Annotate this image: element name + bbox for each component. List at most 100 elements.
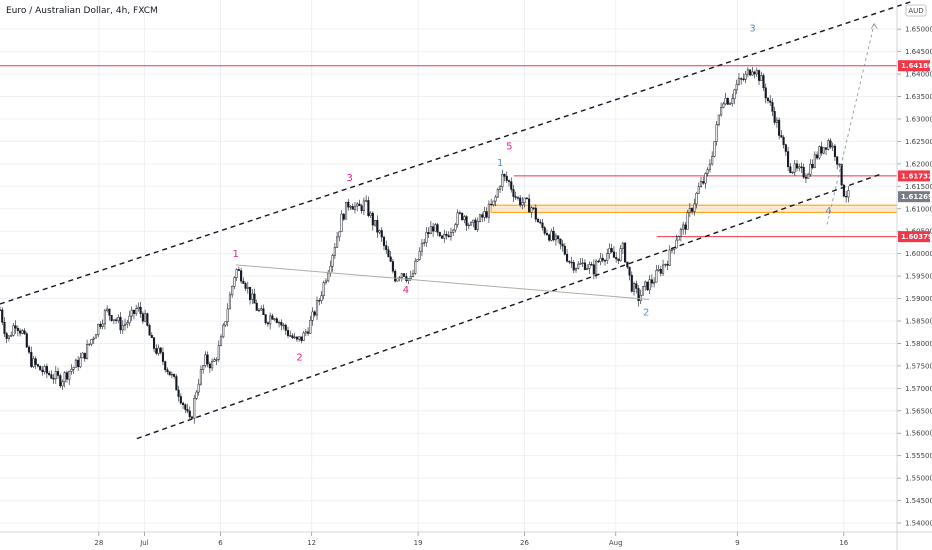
candle bbox=[713, 141, 716, 158]
candle bbox=[150, 332, 153, 339]
candle bbox=[197, 378, 200, 396]
candle bbox=[485, 207, 488, 219]
candle bbox=[184, 403, 187, 414]
candle bbox=[173, 373, 176, 379]
candle bbox=[226, 303, 229, 327]
candle bbox=[449, 227, 453, 241]
candle bbox=[684, 222, 687, 235]
projection-line bbox=[826, 23, 875, 225]
candle bbox=[838, 163, 841, 168]
candle bbox=[534, 204, 537, 223]
candle bbox=[711, 151, 714, 166]
candle bbox=[581, 258, 584, 267]
candle bbox=[530, 206, 533, 218]
y-tick-label: 1.60000 bbox=[905, 250, 932, 258]
candle bbox=[541, 218, 544, 231]
candle bbox=[490, 198, 493, 206]
candle bbox=[624, 241, 627, 263]
candle bbox=[557, 235, 560, 244]
candle bbox=[434, 223, 437, 232]
candle bbox=[494, 195, 497, 207]
candle bbox=[135, 304, 138, 316]
candle bbox=[746, 67, 749, 78]
candle bbox=[666, 260, 669, 271]
candle bbox=[353, 202, 357, 214]
candle bbox=[807, 172, 810, 179]
price-badge-text: 1.60379 bbox=[901, 233, 932, 241]
wave-label: 5 bbox=[506, 141, 512, 152]
candle bbox=[199, 365, 202, 386]
price-axis[interactable]: 1.54000 1.54500 1.55000 1.55500 1.56000 1.565… bbox=[896, 0, 932, 550]
candle bbox=[295, 336, 298, 342]
x-tick-label: Aug bbox=[609, 539, 623, 547]
candle bbox=[387, 246, 390, 258]
candle bbox=[617, 258, 620, 264]
candle bbox=[99, 321, 102, 330]
candle bbox=[757, 69, 761, 86]
candle bbox=[27, 345, 31, 355]
candle bbox=[391, 258, 394, 274]
candle bbox=[561, 239, 564, 252]
candle bbox=[528, 194, 531, 213]
candle bbox=[766, 97, 770, 104]
candle bbox=[307, 327, 310, 336]
candle bbox=[425, 227, 428, 247]
candle bbox=[755, 67, 758, 78]
candle bbox=[39, 365, 42, 371]
candle bbox=[467, 222, 470, 230]
candle bbox=[753, 70, 756, 79]
candle bbox=[271, 313, 274, 320]
candle bbox=[97, 323, 100, 338]
price-badge: 1.61732 bbox=[898, 170, 932, 182]
candle bbox=[224, 321, 227, 328]
candle bbox=[88, 343, 91, 347]
candle bbox=[833, 144, 837, 161]
candle bbox=[621, 241, 624, 255]
candle bbox=[213, 357, 216, 362]
y-tick-label: 1.64500 bbox=[905, 48, 932, 56]
candle bbox=[574, 267, 578, 273]
y-tick-label: 1.56500 bbox=[905, 407, 932, 415]
candle bbox=[784, 143, 787, 156]
candle bbox=[465, 215, 468, 232]
candle bbox=[737, 72, 741, 86]
wave-label: 3 bbox=[749, 23, 755, 34]
candle bbox=[699, 176, 703, 188]
candle bbox=[260, 305, 263, 311]
candle bbox=[597, 259, 600, 264]
candle bbox=[722, 101, 725, 109]
candle bbox=[463, 215, 466, 224]
candle bbox=[52, 373, 55, 384]
candle bbox=[3, 317, 6, 337]
y-tick-label: 1.58500 bbox=[905, 317, 932, 325]
candle bbox=[360, 203, 363, 214]
candle bbox=[824, 147, 828, 156]
price-badge: 1.60379 bbox=[898, 231, 932, 243]
candle bbox=[257, 307, 261, 313]
time-axis[interactable]: 28 Jul 6 12 19 26 Aug 9 16 bbox=[0, 531, 932, 547]
candle bbox=[54, 366, 57, 384]
candle bbox=[382, 235, 386, 251]
candle bbox=[315, 296, 319, 321]
candle bbox=[503, 173, 506, 182]
candle bbox=[378, 229, 381, 235]
candle bbox=[400, 272, 403, 282]
candle bbox=[367, 196, 370, 218]
candle bbox=[566, 249, 569, 263]
candle bbox=[327, 270, 330, 283]
candle bbox=[152, 336, 156, 353]
candle bbox=[588, 261, 591, 274]
candle bbox=[155, 344, 158, 356]
wave-label: 2 bbox=[643, 308, 649, 319]
candle bbox=[507, 179, 511, 187]
gridlines bbox=[0, 0, 897, 532]
candle bbox=[298, 336, 301, 342]
y-tick-label: 1.58000 bbox=[905, 340, 932, 348]
candle bbox=[144, 309, 147, 323]
candle bbox=[577, 261, 580, 270]
candle bbox=[161, 347, 165, 365]
candle bbox=[25, 331, 28, 348]
candle bbox=[108, 308, 111, 321]
currency-badge[interactable]: AUD bbox=[905, 4, 927, 17]
y-tick-label: 1.61500 bbox=[905, 183, 932, 191]
